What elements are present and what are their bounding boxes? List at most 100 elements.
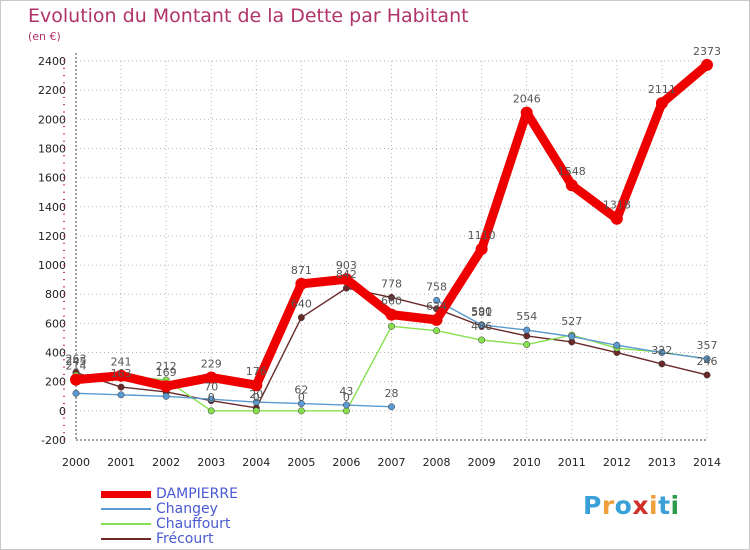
data-label-dampierre: 176 xyxy=(246,365,267,378)
x-tick-label: 2014 xyxy=(693,456,721,469)
y-tick-label: 2000 xyxy=(38,113,66,126)
y-tick-label: 800 xyxy=(45,288,66,301)
data-label-dampierre: 871 xyxy=(291,264,312,277)
data-point-frecourt xyxy=(117,383,125,391)
data-label-frecourt: 778 xyxy=(381,277,402,290)
legend-label-chauffourt: Chauffourt xyxy=(156,516,231,532)
y-tick-label: 1000 xyxy=(38,259,66,272)
legend-label-dampierre: DAMPIERRE xyxy=(156,486,238,502)
legend-swatch-changey xyxy=(101,508,151,510)
data-point-dampierre xyxy=(250,379,263,392)
x-tick-label: 2011 xyxy=(558,456,586,469)
data-label-dampierre: 2046 xyxy=(513,93,541,106)
data-label-dampierre: 169 xyxy=(156,366,177,379)
x-tick-label: 2001 xyxy=(107,456,135,469)
data-point-changey xyxy=(342,401,350,409)
x-tick-label: 2006 xyxy=(332,456,360,469)
data-point-frecourt xyxy=(388,293,395,301)
y-tick-label: 1200 xyxy=(38,230,66,243)
data-point-dampierre xyxy=(565,179,578,192)
legend-swatch-dampierre xyxy=(101,491,151,498)
data-label-frecourt: 581 xyxy=(471,306,492,319)
data-point-chauffourt xyxy=(297,407,305,415)
logo-letter: r xyxy=(601,491,615,520)
data-point-changey xyxy=(613,341,621,349)
legend-swatch-frecourt xyxy=(101,538,151,540)
x-tick-label: 2010 xyxy=(513,456,541,469)
data-point-chauffourt xyxy=(388,322,395,330)
y-tick-label: 400 xyxy=(45,347,66,360)
logo-letter: i xyxy=(649,491,659,520)
data-point-dampierre xyxy=(610,212,623,225)
data-point-changey xyxy=(523,326,531,334)
data-label-changey: 758 xyxy=(426,280,447,293)
data-point-changey xyxy=(162,392,170,400)
y-tick-label: 1600 xyxy=(38,172,66,185)
data-label-dampierre: 214 xyxy=(66,360,87,373)
legend-swatch-chauffourt xyxy=(101,523,151,525)
data-label-chauffourt: 0 xyxy=(208,391,215,404)
data-label-dampierre: 624 xyxy=(426,300,447,313)
data-point-dampierre xyxy=(701,58,713,71)
data-point-dampierre xyxy=(655,97,668,110)
data-point-dampierre xyxy=(385,308,398,321)
data-point-dampierre xyxy=(520,106,533,119)
x-tick-label: 2013 xyxy=(648,456,676,469)
data-point-changey xyxy=(478,321,486,329)
data-point-chauffourt xyxy=(478,336,486,344)
data-point-changey xyxy=(252,398,260,406)
data-point-chauffourt xyxy=(252,407,260,415)
data-label-chauffourt: 357 xyxy=(697,339,718,352)
data-point-dampierre xyxy=(160,380,173,393)
data-point-changey xyxy=(703,355,711,363)
data-point-frecourt xyxy=(658,360,666,368)
data-label-dampierre: 241 xyxy=(111,356,132,369)
chart-subtitle: (en €) xyxy=(28,30,61,43)
data-point-frecourt xyxy=(523,332,531,340)
y-tick-label: 1800 xyxy=(38,142,66,155)
x-tick-label: 2002 xyxy=(152,456,180,469)
x-tick-label: 2005 xyxy=(287,456,315,469)
data-label-frecourt: 842 xyxy=(336,268,357,281)
data-label-dampierre: 1110 xyxy=(468,229,496,242)
data-label-chauffourt: 245 xyxy=(66,355,87,368)
data-label-changey: 43 xyxy=(339,385,353,398)
data-label-frecourt: 246 xyxy=(697,355,718,368)
data-label-frecourt: 20 xyxy=(249,388,263,401)
chart-title: Evolution du Montant de la Dette par Hab… xyxy=(28,5,469,27)
data-label-dampierre: 903 xyxy=(336,259,357,272)
data-point-chauffourt xyxy=(433,327,441,335)
data-point-changey xyxy=(658,349,666,356)
data-point-chauffourt xyxy=(342,407,350,415)
proxiti-logo: Proxiti xyxy=(583,491,680,520)
data-point-changey xyxy=(72,389,80,397)
data-point-dampierre xyxy=(295,277,308,290)
data-label-frecourt: 163 xyxy=(111,367,132,380)
logo-letter: x xyxy=(632,491,649,520)
legend-label-frecourt: Frécourt xyxy=(156,531,214,547)
y-tick-label: 200 xyxy=(45,376,66,389)
data-label-dampierre: 1548 xyxy=(558,165,586,178)
logo-letter: i xyxy=(670,491,680,520)
data-point-dampierre xyxy=(475,243,488,256)
data-point-dampierre xyxy=(70,373,82,386)
x-tick-label: 2000 xyxy=(62,456,90,469)
data-point-changey xyxy=(207,395,215,403)
data-label-changey: 554 xyxy=(516,310,537,323)
x-tick-label: 2004 xyxy=(242,456,270,469)
data-label-frecourt: 70 xyxy=(204,381,218,394)
data-point-changey xyxy=(568,333,576,340)
series-line-changey xyxy=(75,392,393,408)
data-label-chauffourt: 0 xyxy=(253,391,260,404)
y-tick-label: 0 xyxy=(59,405,66,418)
data-point-dampierre xyxy=(340,273,353,286)
data-label-chauffourt: 527 xyxy=(561,315,582,328)
x-tick-label: 2012 xyxy=(603,456,631,469)
data-point-dampierre xyxy=(115,369,128,382)
data-point-changey xyxy=(433,296,441,304)
data-label-chauffourt: 212 xyxy=(156,360,177,373)
data-label-dampierre: 2111 xyxy=(648,83,676,96)
logo-letter: t xyxy=(658,491,671,520)
